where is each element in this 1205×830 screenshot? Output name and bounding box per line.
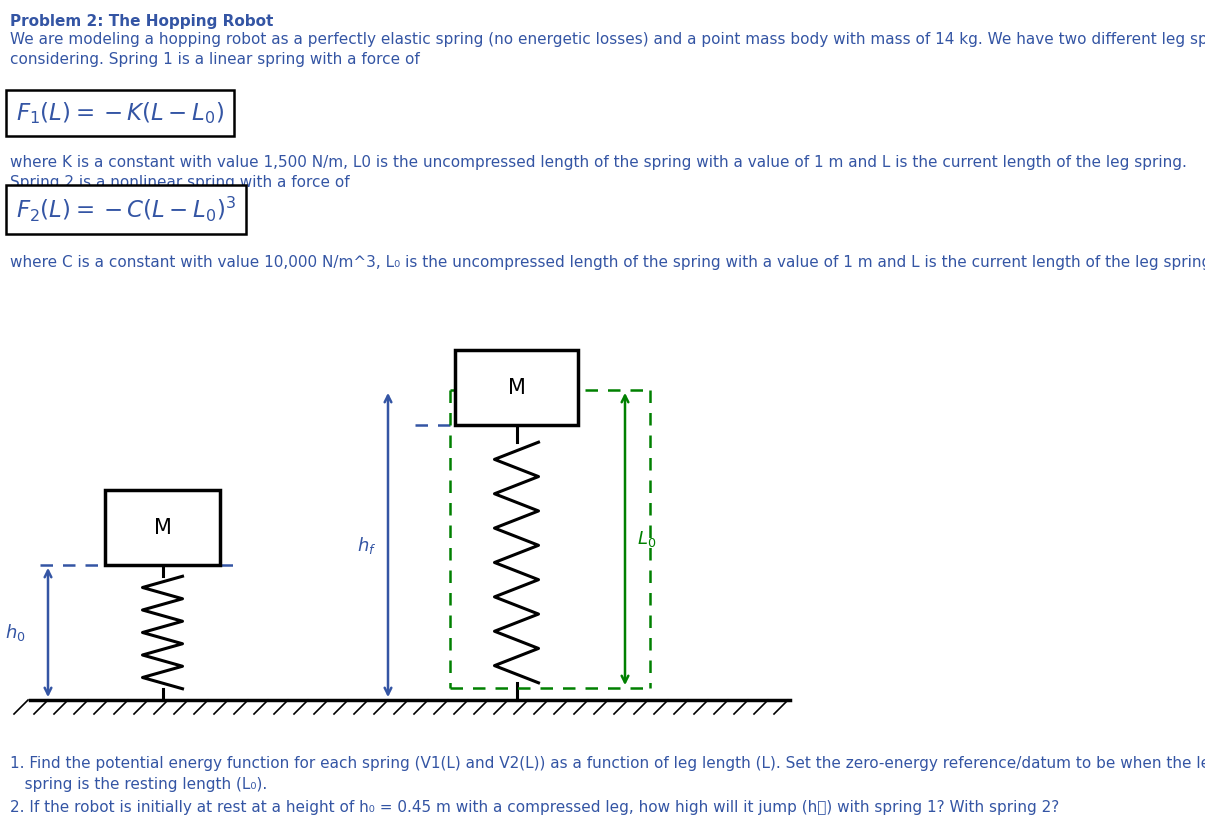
Text: Problem 2: The Hopping Robot: Problem 2: The Hopping Robot <box>10 14 274 29</box>
Text: We are modeling a hopping robot as a perfectly elastic spring (no energetic loss: We are modeling a hopping robot as a per… <box>10 32 1205 66</box>
Bar <box>455 350 578 425</box>
Text: 1. Find the potential energy function for each spring (V1(L) and V2(L)) as a fun: 1. Find the potential energy function fo… <box>10 756 1205 792</box>
Text: $h_f$: $h_f$ <box>357 535 376 555</box>
Text: $h_0$: $h_0$ <box>5 622 27 643</box>
Text: M: M <box>153 517 171 538</box>
Text: where C is a constant with value 10,000 N/m^3, L₀ is the uncompressed length of : where C is a constant with value 10,000 … <box>10 255 1205 270</box>
Text: Spring 2 is a nonlinear spring with a force of: Spring 2 is a nonlinear spring with a fo… <box>10 175 349 190</box>
Text: 2. If the robot is initially at rest at a height of h₀ = 0.45 m with a compresse: 2. If the robot is initially at rest at … <box>10 800 1059 815</box>
Text: $F_1(L) = -K(L - L_0)$: $F_1(L) = -K(L - L_0)$ <box>16 100 224 126</box>
Text: $F_2(L) = -C(L - L_0)^3$: $F_2(L) = -C(L - L_0)^3$ <box>16 195 236 224</box>
Text: M: M <box>507 378 525 398</box>
Text: $L_0$: $L_0$ <box>637 529 657 549</box>
Text: where K is a constant with value 1,500 N/m, L0 is the uncompressed length of the: where K is a constant with value 1,500 N… <box>10 155 1187 170</box>
Bar <box>105 490 221 565</box>
